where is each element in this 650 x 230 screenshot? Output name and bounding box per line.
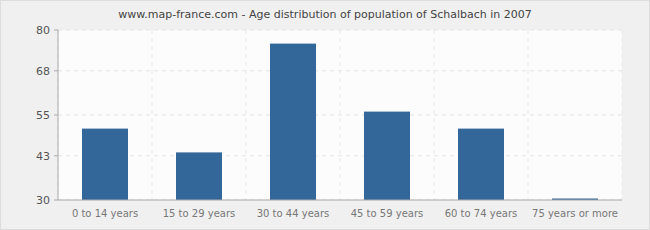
- y-tick-label: 43: [36, 150, 50, 163]
- bar: [458, 129, 504, 200]
- y-tick: [54, 115, 58, 116]
- grid-line: [58, 115, 622, 116]
- chart-container: www.map-france.com - Age distribution of…: [0, 0, 650, 230]
- bar: [270, 44, 316, 200]
- bar: [176, 152, 222, 200]
- grid-line-vertical: [528, 30, 529, 200]
- background: [1, 1, 650, 230]
- x-tick-label: 0 to 14 years: [72, 208, 138, 219]
- x-tick-label: 30 to 44 years: [257, 208, 330, 219]
- grid-line-vertical: [340, 30, 341, 200]
- bars: [82, 44, 598, 200]
- x-tick-label: 15 to 29 years: [163, 208, 236, 219]
- grid-line: [58, 155, 622, 156]
- y-tick-label: 68: [36, 65, 50, 78]
- y-tick-label: 80: [36, 24, 50, 37]
- bar: [364, 112, 410, 200]
- grid-line-vertical: [434, 30, 435, 200]
- x-tick-label: 45 to 59 years: [351, 208, 424, 219]
- grid-line-vertical: [152, 30, 153, 200]
- chart-svg: www.map-france.com - Age distribution of…: [0, 0, 650, 230]
- y-tick: [54, 30, 58, 31]
- y-tick: [54, 70, 58, 71]
- y-tick-label: 55: [36, 109, 50, 122]
- grid-line-vertical: [246, 30, 247, 200]
- y-tick: [54, 200, 58, 201]
- title: www.map-france.com - Age distribution of…: [118, 8, 532, 21]
- y-tick: [54, 155, 58, 156]
- grid-line: [58, 200, 622, 201]
- y-tick-label: 30: [36, 194, 50, 207]
- x-tick-label: 60 to 74 years: [445, 208, 518, 219]
- plot-area: [58, 30, 622, 200]
- x-tick-label: 75 years or more: [532, 208, 618, 219]
- bar: [82, 129, 128, 200]
- x-axis: [58, 200, 622, 201]
- grid-line-vertical: [622, 30, 623, 200]
